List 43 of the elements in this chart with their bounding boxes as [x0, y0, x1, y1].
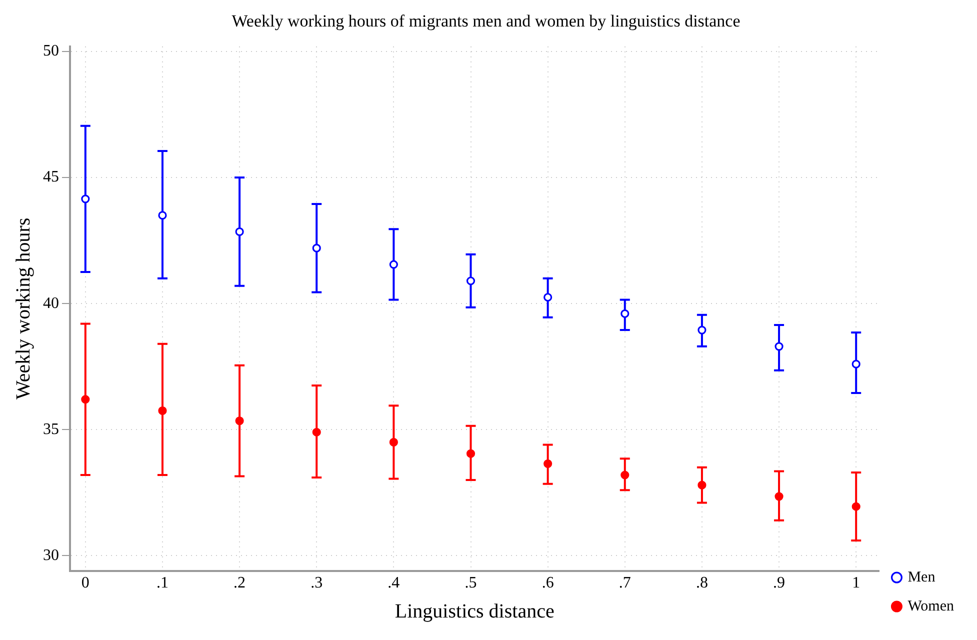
x-axis-title: Linguistics distance — [394, 600, 554, 622]
legend-label: Women — [908, 598, 954, 614]
legend-label: Men — [908, 569, 936, 586]
point — [698, 326, 706, 334]
point — [774, 492, 784, 501]
y-axis-title: Weekly working hours — [12, 218, 34, 400]
y-tick-label: 50 — [43, 42, 59, 60]
chart-title: Weekly working hours of migrants men and women by linguistics distance — [232, 12, 740, 31]
point — [544, 292, 552, 302]
x-tick-label: .4 — [388, 574, 400, 592]
point — [158, 406, 167, 416]
point — [389, 260, 398, 269]
point — [235, 227, 244, 236]
point — [81, 194, 90, 204]
x-tick-label: 0 — [81, 574, 90, 592]
point — [158, 211, 167, 220]
point — [389, 438, 398, 447]
y-tick-label: 45 — [43, 168, 59, 186]
y-tick-label: 35 — [43, 420, 59, 438]
point — [81, 395, 90, 404]
x-tick-label: 1 — [852, 574, 860, 592]
point — [312, 428, 321, 436]
x-tick-label: .6 — [542, 574, 554, 592]
point — [466, 449, 476, 458]
point — [852, 360, 860, 368]
x-tick-label: .9 — [773, 574, 786, 592]
y-tick-label: 30 — [43, 546, 59, 564]
x-tick-label: .5 — [464, 574, 477, 592]
point — [774, 342, 784, 351]
point — [544, 459, 552, 468]
x-tick-label: .2 — [234, 574, 246, 592]
y-tick-label: 40 — [43, 294, 59, 312]
point — [620, 470, 630, 480]
x-tick-label: .8 — [696, 574, 708, 592]
point — [698, 480, 706, 490]
x-tick-label: .1 — [156, 574, 168, 592]
point — [466, 276, 476, 286]
x-tick-label: .3 — [310, 574, 323, 592]
point — [620, 309, 630, 318]
x-tick-label: .7 — [618, 574, 631, 592]
point — [235, 416, 244, 426]
point — [852, 502, 860, 511]
point — [312, 244, 321, 252]
